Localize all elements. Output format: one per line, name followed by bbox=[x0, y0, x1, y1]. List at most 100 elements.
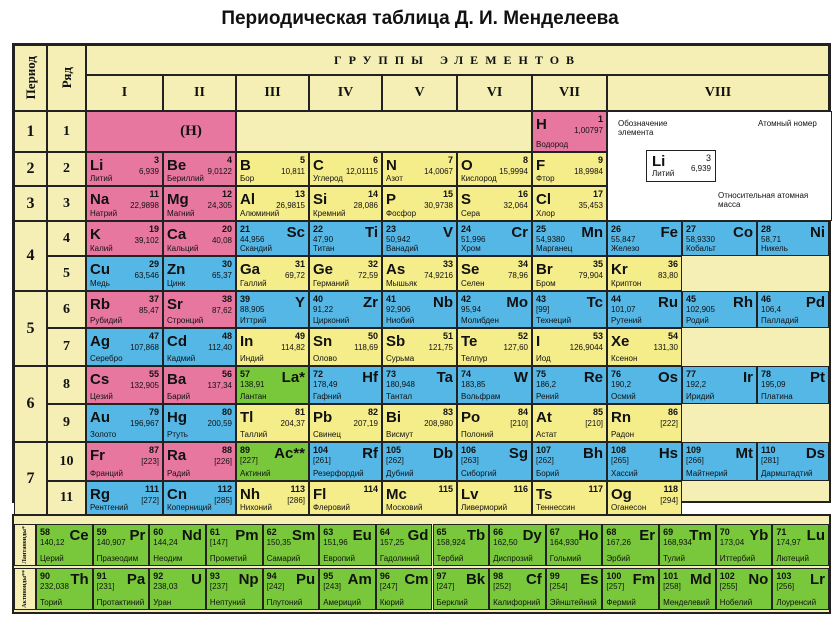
atomic-mass: 9,0122 bbox=[207, 167, 232, 176]
atomic-number: 99 bbox=[549, 571, 560, 581]
element-name: Менделевий bbox=[663, 598, 710, 607]
element-symbol: Sn bbox=[313, 333, 333, 350]
group-label: I bbox=[121, 85, 128, 100]
atomic-mass: [243] bbox=[323, 582, 341, 591]
atomic-mass: 28,086 bbox=[353, 201, 378, 210]
atomic-number: 26 bbox=[611, 224, 622, 234]
element-name: Гафний bbox=[313, 392, 342, 401]
atomic-mass: 140,12 bbox=[40, 538, 65, 547]
element-name: Марганец bbox=[536, 244, 573, 253]
element-Hs: Hs 108 [265] Хассий bbox=[607, 442, 682, 481]
element-Al: Al 13 26,9815 Алюминий bbox=[236, 186, 309, 221]
element-symbol: Cr bbox=[511, 224, 528, 241]
element-Sb: Sb 51 121,75 Сурьма bbox=[382, 328, 457, 366]
atomic-number: 111 bbox=[144, 484, 159, 494]
group-label: IV bbox=[337, 85, 354, 100]
atomic-number: 22 bbox=[313, 224, 324, 234]
element-Cu: Cu 29 63,546 Медь bbox=[86, 256, 163, 291]
element-F: F 9 18,9984 Фтор bbox=[532, 152, 607, 186]
atomic-number: 74 bbox=[461, 369, 472, 379]
element-name: Свинец bbox=[313, 430, 341, 439]
element-Nh: Nh 113 [286] Нихоний bbox=[236, 481, 309, 515]
atomic-mass: [258] bbox=[663, 582, 681, 591]
row-cell-7: 7 bbox=[47, 328, 86, 366]
element-Re: Re 75 186,2 Рений bbox=[532, 366, 607, 404]
element-name: Цирконий bbox=[313, 316, 350, 325]
element-symbol: Sm bbox=[291, 527, 316, 544]
atomic-mass: 151,96 bbox=[323, 538, 348, 547]
element-symbol: U bbox=[191, 571, 202, 588]
element-name: Бор bbox=[240, 174, 255, 183]
atomic-number: 118 bbox=[663, 484, 678, 494]
atomic-mass: 69,72 bbox=[284, 271, 305, 280]
row-cell-2: 2 bbox=[47, 152, 86, 186]
element-Ta: Ta 73 180,948 Тантал bbox=[382, 366, 457, 404]
element-symbol: Ag bbox=[90, 333, 110, 350]
row-number: 10 bbox=[59, 453, 74, 469]
element-Os: Os 76 190,2 Осмий bbox=[607, 366, 682, 404]
element-name: Московий bbox=[386, 503, 423, 512]
legend-mass: 6,939 bbox=[690, 164, 711, 173]
element-symbol: Rn bbox=[611, 409, 631, 426]
element-Zr: Zr 40 91,22 Цирконий bbox=[309, 291, 382, 328]
element-name: Палладий bbox=[761, 316, 799, 325]
element-symbol: Yb bbox=[749, 527, 769, 544]
group-label: VII bbox=[558, 85, 580, 100]
atomic-mass: 158,924 bbox=[436, 538, 466, 547]
atomic-mass: [231] bbox=[96, 582, 115, 591]
group-header-III: III bbox=[236, 75, 309, 111]
atomic-mass: [247] bbox=[379, 582, 398, 591]
element-symbol: Pb bbox=[313, 409, 333, 426]
element-name: Радон bbox=[611, 430, 635, 439]
element-name: Рентгений bbox=[90, 503, 129, 512]
element-name: Кремний bbox=[313, 209, 346, 218]
element-name: Берклий bbox=[436, 598, 468, 607]
element-H: H 1 1,00797 Водород bbox=[532, 111, 607, 152]
atomic-number: 92 bbox=[153, 571, 164, 581]
element-symbol: Br bbox=[536, 261, 553, 278]
element-Pb: Pb 82 207,19 Свинец bbox=[309, 404, 382, 442]
group-header-VI: VI bbox=[457, 75, 532, 111]
legend-sample: Li 3 6,939 Литий bbox=[646, 150, 716, 182]
element-Rf: Rf 104 [261] Резерфордий bbox=[309, 442, 382, 481]
element-name: Кислород bbox=[461, 174, 497, 183]
element-name: Радий bbox=[167, 469, 191, 478]
atomic-mass: [265] bbox=[611, 456, 629, 465]
element-name: Дубний bbox=[386, 469, 414, 478]
group-header-VII: VII bbox=[532, 75, 607, 111]
element-name: Тербий bbox=[436, 554, 464, 563]
element-Eu: Eu 63 151,96 Европий bbox=[319, 524, 376, 566]
group-label: VI bbox=[486, 85, 503, 100]
row-cell-11: 11 bbox=[47, 481, 86, 515]
row-number: 5 bbox=[63, 265, 70, 281]
element-name: Дармштадтий bbox=[761, 469, 813, 478]
element-symbol: Bi bbox=[386, 409, 401, 426]
atomic-mass: 95,94 bbox=[461, 305, 482, 314]
element-name: Резерфордий bbox=[313, 469, 364, 478]
atomic-number: 16 bbox=[517, 189, 528, 199]
element-symbol: Pr bbox=[129, 527, 146, 544]
element-symbol: N bbox=[386, 157, 397, 174]
element-Ag: Ag 47 107,868 Серебро bbox=[86, 328, 163, 366]
element-name: Лоуренсий bbox=[776, 598, 817, 607]
element-symbol: Ba bbox=[167, 371, 187, 388]
element-symbol: Ce bbox=[69, 527, 89, 544]
element-symbol: Pm bbox=[235, 527, 259, 544]
atomic-mass: 114,82 bbox=[281, 343, 305, 352]
atomic-number: 30 bbox=[221, 259, 232, 269]
actinides-label: Актиноиды** bbox=[14, 568, 36, 610]
row-cell-4: 4 bbox=[47, 221, 86, 256]
element-symbol: Ts bbox=[536, 486, 553, 503]
period-cell-7: 7 bbox=[14, 442, 47, 515]
row-number: 3 bbox=[63, 195, 70, 211]
element-name: Технеций bbox=[536, 316, 572, 325]
element-name: Кобальт bbox=[686, 244, 716, 253]
element-name: Торий bbox=[40, 598, 63, 607]
empty-cell bbox=[236, 111, 532, 152]
period-cell-4: 4 bbox=[14, 221, 47, 291]
element-name: Празеодим bbox=[96, 554, 139, 563]
element-Dy: Dy 66 162,50 Диспрозий bbox=[489, 524, 546, 566]
element-name: Железо bbox=[611, 244, 640, 253]
element-S: S 16 32,064 Сера bbox=[457, 186, 532, 221]
element-Tl: Tl 81 204,37 Таллий bbox=[236, 404, 309, 442]
